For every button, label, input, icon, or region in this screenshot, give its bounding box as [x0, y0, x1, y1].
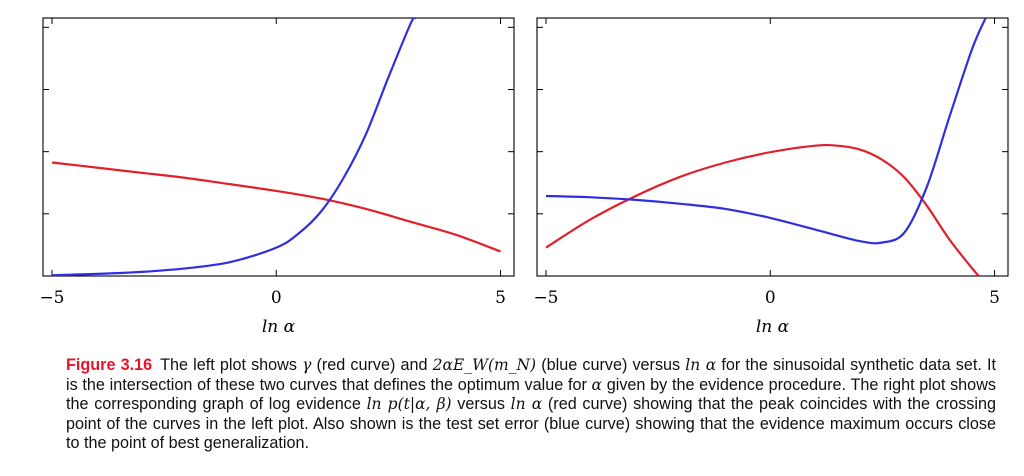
- right-blue-curve: [545, 18, 987, 245]
- left-plot-frame: [42, 17, 515, 277]
- caption-text-1: The left plot shows: [160, 356, 303, 374]
- caption-text-5: given by the evidence procedure. The rig…: [66, 375, 996, 414]
- left-x-tick-label: −5: [39, 288, 64, 308]
- left-x-tick-label: 0: [271, 288, 282, 308]
- figure-plots: −5 0 5 ln α −5 0 5 ln α: [39, 17, 1009, 337]
- caption-math-energy: 2αE_W(m_N): [432, 356, 537, 374]
- caption-text-3: (blue curve) versus: [536, 356, 686, 374]
- caption-math-gamma: γ: [302, 356, 312, 374]
- right-x-tick-label: 5: [989, 288, 1000, 308]
- figure-caption: Figure 3.16 The left plot shows γ (red cu…: [66, 356, 996, 454]
- caption-math-alpha: α: [591, 375, 603, 394]
- right-x-tick-label: 0: [765, 288, 776, 308]
- left-plot: −5 0 5 ln α: [39, 17, 515, 337]
- left-blue-curve: [51, 18, 417, 276]
- figure-label: Figure 3.16: [66, 356, 153, 374]
- caption-text-4: for the sinusoidal synthetic data set. I…: [66, 356, 997, 394]
- right-x-axis-label: ln α: [756, 317, 790, 337]
- right-plot: −5 0 5 ln α: [533, 17, 1009, 337]
- caption-math-log-evidence: ln p(t|α, β): [366, 395, 452, 414]
- caption-math-ln-alpha-2: ln α: [510, 395, 543, 414]
- left-x-axis-label: ln α: [262, 317, 296, 337]
- right-x-tick-label: −5: [533, 288, 558, 308]
- left-red-curve: [51, 161, 501, 253]
- right-plot-frame: [536, 17, 1009, 277]
- right-red-curve: [545, 143, 981, 276]
- caption-text-6: versus: [451, 395, 511, 414]
- caption-text-7: (red curve) showing that the peak coinci…: [66, 395, 996, 453]
- caption-text-2: (red curve) and: [311, 356, 433, 374]
- left-x-tick-label: 5: [495, 288, 506, 308]
- caption-math-ln-alpha-1: ln α: [685, 356, 717, 374]
